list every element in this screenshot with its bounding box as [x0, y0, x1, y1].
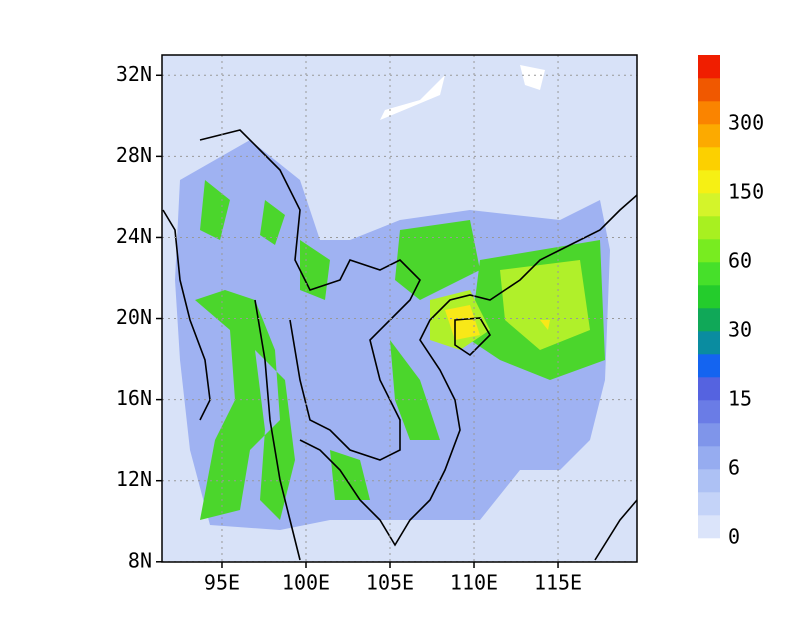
colorbar-label: 30	[728, 318, 752, 342]
colorbar-label: 15	[728, 387, 752, 411]
y-tick-label: 24N	[116, 224, 152, 248]
y-tick-label: 16N	[116, 386, 152, 410]
x-tick-label: 105E	[366, 571, 414, 595]
x-tick-label: 100E	[282, 571, 330, 595]
colorbar-swatch	[698, 285, 720, 309]
x-tick-label: 95E	[204, 571, 240, 595]
colorbar-swatch	[698, 354, 720, 378]
colorbar-swatch	[698, 308, 720, 332]
x-tick-label: 110E	[450, 571, 498, 595]
x-tick-label: 115E	[534, 571, 582, 595]
colorbar-swatch	[698, 377, 720, 401]
colorbar-swatch	[698, 101, 720, 125]
colorbar-swatch	[698, 239, 720, 263]
coastline	[162, 194, 638, 561]
colorbar: 0 6 15 30 60 150 300	[698, 55, 764, 549]
y-tick-label: 12N	[116, 467, 152, 491]
y-tick-label: 28N	[116, 143, 152, 167]
colorbar-label: 150	[728, 180, 764, 204]
colorbar-swatch	[698, 446, 720, 470]
y-tick-label: 32N	[116, 62, 152, 86]
y-tick-label: 8N	[128, 548, 152, 572]
colorbar-swatch	[698, 124, 720, 148]
colorbar-label: 300	[728, 111, 764, 135]
colorbar-swatch	[698, 147, 720, 171]
border	[199, 129, 421, 461]
heavy-rain-area	[195, 180, 605, 520]
map-field	[162, 55, 638, 562]
colorbar-swatch	[698, 515, 720, 539]
colorbar-swatch	[698, 469, 720, 493]
extreme-rain-area	[445, 305, 550, 340]
colorbar-label: 0	[728, 525, 740, 549]
colorbar-swatch	[698, 423, 720, 447]
colorbar-swatch	[698, 78, 720, 102]
colorbar-label: 60	[728, 249, 752, 273]
colorbar-label: 6	[728, 456, 740, 480]
y-tick-label: 20N	[116, 305, 152, 329]
axes: 95E 100E 105E 110E 115E 8N 12N 16N 20N 24N 28N 32N	[116, 62, 582, 595]
colorbar-swatch	[698, 170, 720, 194]
colorbar-swatch	[698, 216, 720, 240]
map-frame	[161, 54, 638, 563]
colorbar-swatch	[698, 55, 720, 79]
colorbar-swatch	[698, 193, 720, 217]
colorbar-swatch	[698, 492, 720, 516]
colorbar-swatch	[698, 262, 720, 286]
colorbar-swatch	[698, 331, 720, 355]
colorbar-swatch	[698, 400, 720, 424]
